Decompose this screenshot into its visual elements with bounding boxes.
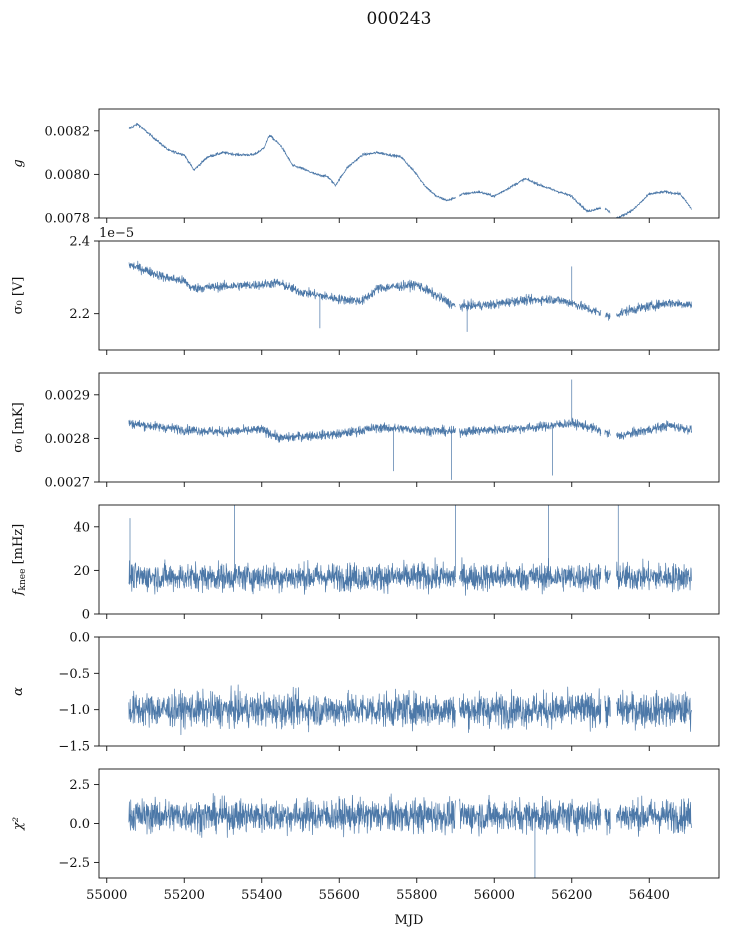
y-axis-label: χ² — [11, 817, 26, 831]
y-tick-label: −0.5 — [58, 667, 90, 682]
figure-title: 000243 — [367, 9, 432, 29]
x-tick-label: 55800 — [396, 888, 437, 903]
panel-5: −1.5 −1.0 −0.5 0.0 α — [11, 631, 720, 755]
panel-6: −2.5 0.0 2.5 55000 55200 55400 55600 55800 56000… — [11, 768, 720, 903]
panel-1: 0.0078 0.0080 0.0082 g — [11, 108, 720, 227]
y-axis-label: σ₀ [mK] — [11, 402, 26, 452]
x-tick-label: 56200 — [551, 888, 592, 903]
x-tick-label: 55400 — [241, 888, 282, 903]
x-tick-label: 56000 — [474, 888, 515, 903]
panel-2: 2.2 2.4 1e−5 σ₀ [V] — [11, 226, 720, 355]
y-tick-label: −1.0 — [58, 703, 90, 718]
series-line — [128, 557, 693, 596]
y-tick-label: 0.0027 — [45, 476, 91, 491]
y-axis-label: σ₀ [V] — [11, 277, 26, 315]
y-tick-label: 0.0 — [69, 631, 90, 646]
series-line — [128, 684, 693, 736]
series-line — [128, 417, 693, 443]
x-tick-label: 56400 — [629, 888, 670, 903]
axes-frame — [98, 372, 720, 483]
y-tick-label: 20 — [73, 564, 90, 579]
x-tick-label: 55000 — [86, 888, 127, 903]
y-tick-label: 0 — [82, 608, 90, 623]
y-tick-label: 40 — [73, 520, 90, 535]
y-axis-label: α — [11, 687, 26, 696]
axes-frame — [98, 240, 720, 351]
series-line — [128, 260, 693, 321]
series-line — [128, 793, 692, 838]
panel-4: 0 20 40 fknee [mHz] — [11, 504, 720, 623]
y-tick-label: 0.0028 — [45, 432, 91, 447]
y-tick-label: −2.5 — [58, 856, 90, 871]
y-axis-label: fknee [mHz] — [11, 524, 28, 597]
axes-frame — [98, 108, 720, 219]
y-tick-label: 2.4 — [69, 235, 90, 250]
axes-frame — [98, 504, 720, 615]
x-axis-label: MJD — [395, 913, 424, 928]
y-tick-label: 2.5 — [69, 778, 90, 793]
x-tick-label: 55600 — [319, 888, 360, 903]
y-tick-label: 0.0 — [69, 817, 90, 832]
series-line — [128, 122, 692, 218]
offset-text: 1e−5 — [99, 226, 134, 241]
panel-3: 0.0027 0.0028 0.0029 σ₀ [mK] — [11, 372, 720, 491]
y-tick-label: 0.0029 — [45, 388, 91, 403]
y-axis-label: g — [11, 159, 26, 167]
axes-frame — [98, 636, 720, 747]
y-tick-label: −1.5 — [58, 740, 90, 755]
y-tick-label: 0.0080 — [45, 168, 91, 183]
x-tick-label: 55200 — [164, 888, 205, 903]
y-tick-label: 2.2 — [69, 307, 90, 322]
y-tick-label: 0.0082 — [45, 124, 91, 139]
y-tick-label: 0.0078 — [45, 212, 91, 227]
